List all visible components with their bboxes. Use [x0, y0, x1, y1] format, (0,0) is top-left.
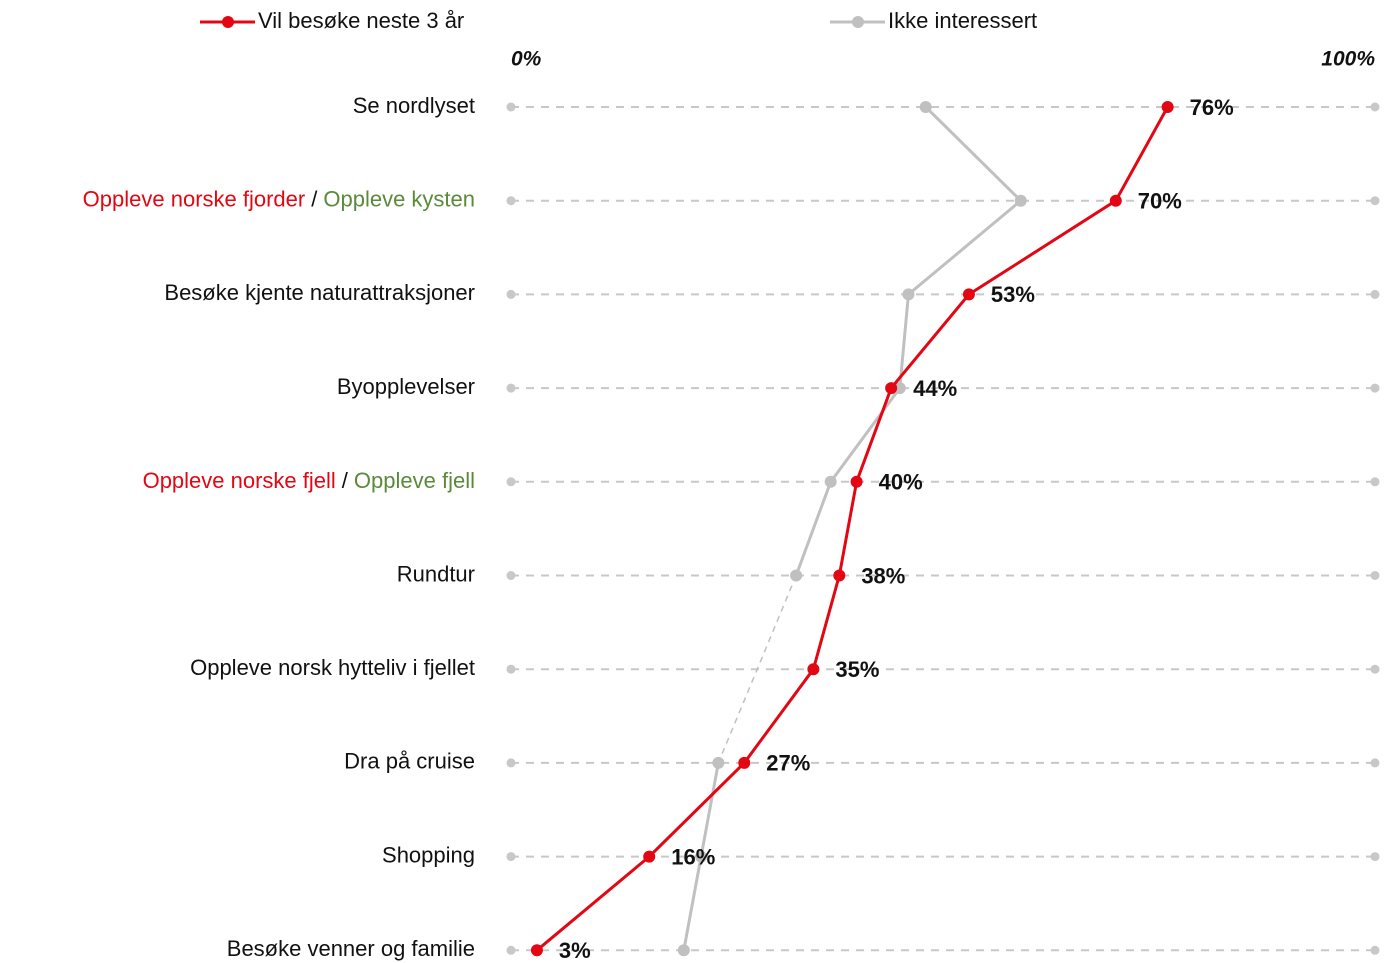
category-part: Oppleve norske fjorder: [83, 187, 306, 212]
legend-label: Vil besøke neste 3 år: [258, 8, 464, 33]
row-end: [506, 383, 516, 393]
row-end: [1370, 383, 1380, 393]
series-dot: [790, 569, 803, 582]
series-dot: [677, 944, 690, 957]
series-dot: [530, 944, 543, 957]
category-part: Oppleve fjell: [354, 468, 475, 493]
category-label: Rundtur: [397, 561, 475, 586]
series-dot: [919, 101, 932, 113]
row-end: [1370, 289, 1380, 299]
series-dot: [824, 475, 837, 488]
row-end: [1370, 196, 1380, 206]
series-dot: [1161, 101, 1174, 113]
value-label: 35%: [835, 657, 879, 682]
legend-dot: [852, 16, 864, 28]
series-dot: [893, 382, 906, 395]
series-line: [535, 106, 1169, 952]
category-label: Oppleve norsk hytteliv i fjellet: [190, 655, 475, 680]
row-end: [1370, 477, 1380, 487]
value-label: 3%: [559, 938, 591, 963]
category-separator: /: [311, 187, 318, 212]
category-part: Oppleve kysten: [323, 187, 475, 212]
value-label: 70%: [1138, 189, 1182, 214]
category-label: Besøke kjente naturattraksjoner: [164, 280, 475, 305]
value-label: 53%: [991, 282, 1035, 307]
category-label: Oppleve norske fjorder / Oppleve kysten: [83, 187, 475, 212]
series-dot: [902, 288, 915, 301]
value-label: 16%: [671, 844, 715, 869]
row-end: [506, 102, 516, 112]
row-end: [1370, 664, 1380, 674]
value-label: 38%: [861, 563, 905, 588]
row-end: [1370, 102, 1380, 112]
gap-bridge: [717, 575, 797, 764]
row-end: [506, 758, 516, 768]
series-dot: [712, 756, 725, 769]
series-dot: [962, 288, 975, 301]
category-separator: /: [342, 468, 349, 493]
series-dot: [695, 850, 708, 863]
row-end: [506, 664, 516, 674]
row-end: [506, 852, 516, 862]
row-end: [506, 945, 516, 955]
value-label: 40%: [879, 470, 923, 495]
row-end: [506, 196, 516, 206]
category-label: Byopplevelser: [337, 374, 475, 399]
legend-dot: [222, 16, 234, 28]
row-end: [506, 571, 516, 580]
row-end: [506, 289, 516, 299]
series-dot: [885, 382, 898, 395]
x-tick-label: 100%: [1321, 48, 1375, 71]
value-label: 76%: [1190, 95, 1234, 120]
category-part: Oppleve norske fjell: [143, 468, 336, 493]
series-dot: [850, 475, 863, 488]
category-label: Dra på cruise: [344, 749, 475, 774]
row-end: [1370, 852, 1380, 862]
row-end: [506, 477, 516, 487]
series-dot: [1109, 194, 1122, 207]
category-label: Shopping: [382, 842, 475, 867]
category-label: Oppleve norske fjell / Oppleve fjell: [143, 468, 475, 493]
value-label: 44%: [913, 376, 957, 401]
value-label: 27%: [766, 751, 810, 776]
row-end: [1370, 758, 1380, 768]
series-line: [794, 105, 1023, 577]
category-label: Se nordlyset: [353, 93, 475, 118]
row-end: [1370, 945, 1380, 955]
x-tick-label: 0%: [511, 48, 542, 71]
series-dot: [643, 850, 656, 863]
series-dot: [1014, 194, 1027, 207]
series-dot: [807, 663, 820, 676]
category-label: Besøke venner og familie: [227, 936, 475, 961]
legend-label: Ikke interessert: [888, 8, 1037, 33]
series-dot: [833, 569, 846, 582]
series-dot: [738, 756, 751, 769]
row-end: [1370, 571, 1380, 580]
